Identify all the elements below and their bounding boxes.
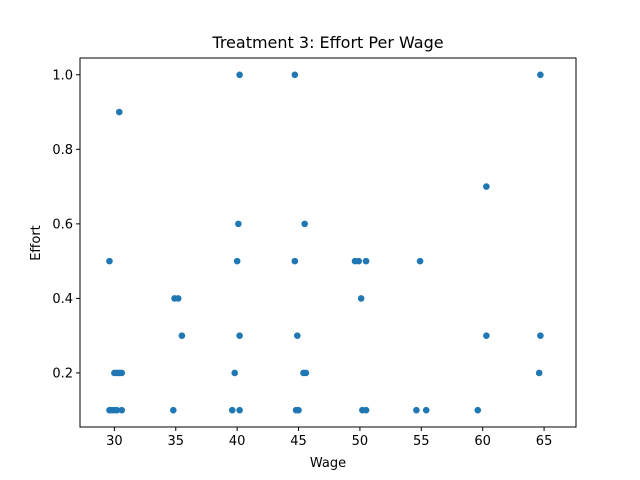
- data-point: [537, 71, 544, 79]
- y-tick-label: 0.6: [52, 217, 73, 232]
- data-point: [362, 257, 370, 265]
- data-point: [291, 71, 299, 79]
- data-point: [294, 332, 301, 339]
- data-point: [113, 406, 121, 414]
- y-tick-label: 0.2: [52, 366, 73, 381]
- data-point: [118, 369, 126, 377]
- data-point: [118, 406, 126, 414]
- points-layer: [106, 71, 544, 414]
- data-point: [236, 332, 243, 339]
- data-point: [231, 369, 238, 377]
- y-tick-label: 1.0: [52, 68, 73, 83]
- plot-frame: [79, 57, 577, 428]
- data-point: [106, 257, 113, 265]
- data-point: [537, 332, 544, 339]
- x-tick-label: 45: [290, 434, 307, 449]
- data-point: [483, 183, 490, 190]
- x-tick-label: 55: [413, 434, 430, 449]
- chart-title: Treatment 3: Effort Per Wage: [211, 33, 443, 52]
- data-point: [301, 220, 308, 228]
- y-tick-label: 0.4: [52, 292, 73, 307]
- data-point: [174, 295, 182, 302]
- data-point: [422, 406, 430, 414]
- data-point: [413, 406, 420, 414]
- x-tick-label: 50: [352, 434, 369, 449]
- data-point: [302, 369, 310, 377]
- data-point: [295, 406, 302, 414]
- data-point: [355, 257, 362, 265]
- data-point: [228, 406, 236, 414]
- data-point: [416, 257, 424, 265]
- data-point: [474, 406, 482, 414]
- data-point: [115, 108, 123, 116]
- data-point: [535, 369, 543, 377]
- data-point: [233, 257, 241, 265]
- data-point: [483, 332, 490, 339]
- y-axis-label: Effort: [29, 225, 44, 261]
- data-point: [236, 406, 243, 414]
- data-point: [235, 220, 242, 228]
- data-point: [357, 295, 365, 302]
- data-point: [236, 71, 243, 79]
- x-tick-label: 40: [229, 434, 246, 449]
- y-axis: 0.2 0.4 0.6 0.8 1.0: [52, 68, 80, 381]
- data-point: [362, 406, 370, 414]
- x-tick-label: 60: [474, 434, 491, 449]
- x-tick-label: 35: [167, 434, 184, 449]
- x-axis: 30 35 40 45 50 55 60 65: [106, 427, 552, 449]
- y-tick-label: 0.8: [52, 143, 73, 158]
- x-axis-label: Wage: [310, 456, 346, 471]
- data-point: [291, 257, 299, 265]
- data-point: [170, 406, 177, 414]
- x-tick-label: 65: [536, 434, 553, 449]
- x-tick-label: 30: [106, 434, 123, 449]
- data-point: [178, 332, 186, 339]
